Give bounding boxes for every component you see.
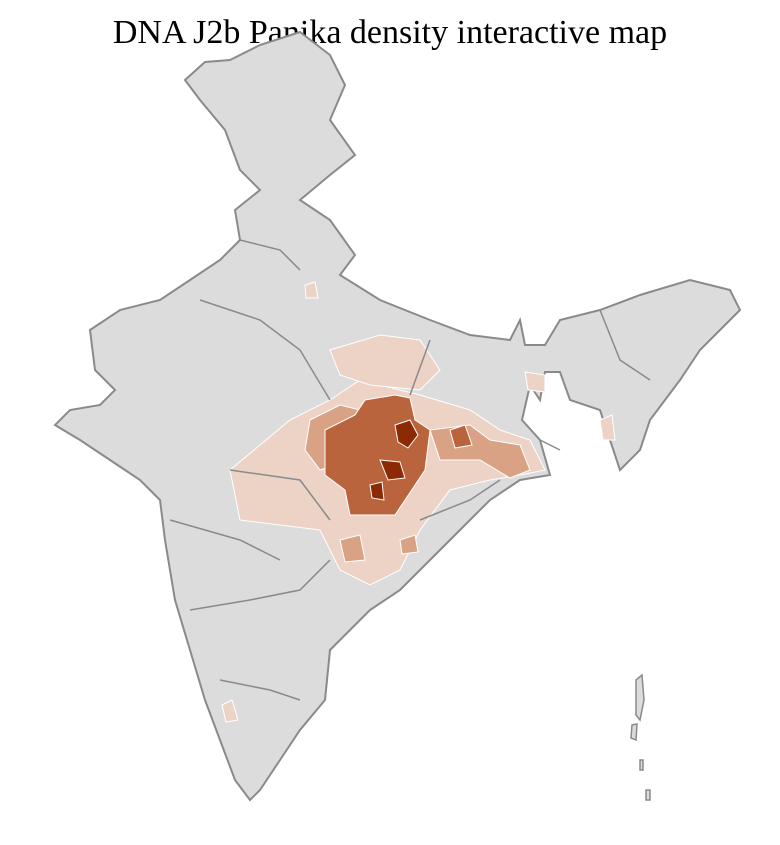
region-low-density-south[interactable] bbox=[221, 699, 239, 723]
island[interactable] bbox=[630, 723, 638, 742]
state-borders bbox=[169, 239, 651, 701]
region-low-density-up[interactable] bbox=[304, 281, 319, 299]
region-low-density-north[interactable] bbox=[329, 334, 441, 391]
andaman-nicobar-islands bbox=[630, 673, 651, 801]
region-high-density-east[interactable] bbox=[449, 424, 473, 449]
region-low-density-northeast[interactable] bbox=[599, 414, 616, 441]
island[interactable] bbox=[635, 673, 645, 722]
island[interactable] bbox=[645, 789, 651, 801]
region-medium-density-4[interactable] bbox=[399, 534, 419, 555]
map-title: DNA J2b Panika density interactive map bbox=[112, 14, 668, 51]
region-max-density-2[interactable] bbox=[379, 459, 406, 481]
state-border-lines bbox=[169, 239, 651, 701]
island[interactable] bbox=[639, 759, 644, 771]
region-medium-density-3[interactable] bbox=[339, 534, 366, 563]
region-low-density-east[interactable] bbox=[524, 371, 546, 393]
density-regions bbox=[221, 281, 616, 723]
region-max-density-3[interactable] bbox=[369, 481, 385, 501]
region-max-density-1[interactable] bbox=[394, 419, 419, 449]
